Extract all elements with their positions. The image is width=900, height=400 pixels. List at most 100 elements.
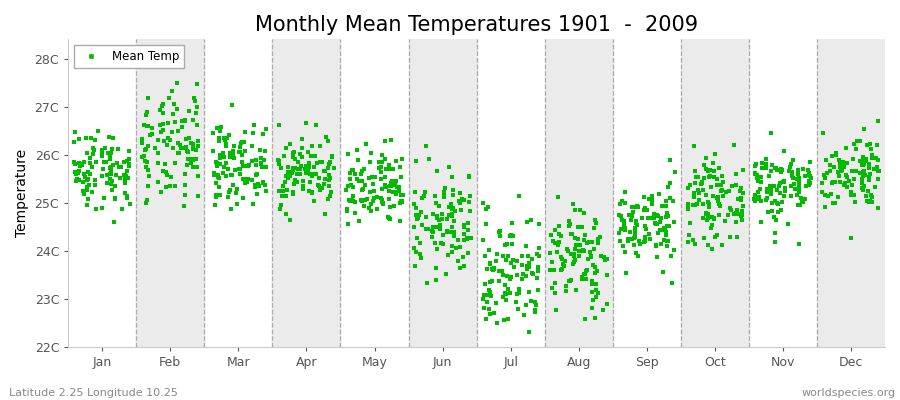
Point	[151, 179, 166, 185]
Point	[279, 193, 293, 199]
Point	[803, 180, 817, 186]
Point	[283, 217, 297, 223]
Point	[156, 100, 170, 107]
Point	[453, 200, 467, 206]
Point	[212, 135, 226, 142]
Point	[532, 244, 546, 251]
Point	[503, 276, 517, 282]
Point	[769, 217, 783, 223]
Point	[855, 185, 869, 192]
Point	[507, 257, 521, 263]
Point	[394, 156, 409, 162]
Point	[113, 175, 128, 182]
Point	[165, 129, 179, 135]
Point	[861, 199, 876, 206]
Point	[658, 225, 672, 232]
Point	[436, 192, 451, 198]
Point	[120, 168, 134, 175]
Point	[445, 224, 459, 230]
Point	[650, 254, 664, 260]
Point	[245, 176, 259, 183]
Point	[637, 239, 652, 245]
Point	[748, 170, 762, 177]
Point	[426, 224, 440, 230]
Point	[748, 192, 762, 198]
Point	[731, 196, 745, 202]
Point	[73, 162, 87, 169]
Point	[687, 194, 701, 201]
Point	[305, 171, 320, 178]
Point	[680, 239, 695, 245]
Point	[383, 204, 398, 210]
Point	[352, 218, 366, 224]
Point	[170, 128, 184, 134]
Point	[789, 176, 804, 182]
Point	[67, 159, 81, 165]
Point	[286, 149, 301, 155]
Point	[432, 222, 446, 229]
Point	[791, 202, 806, 208]
Point	[516, 271, 530, 278]
Point	[158, 161, 173, 167]
Point	[76, 179, 90, 185]
Point	[489, 258, 503, 264]
Point	[255, 164, 269, 170]
Point	[648, 243, 662, 249]
Point	[190, 164, 204, 170]
Point	[519, 219, 534, 226]
Point	[86, 145, 100, 152]
Point	[549, 307, 563, 313]
Point	[802, 170, 816, 176]
Point	[327, 165, 341, 171]
Point	[184, 160, 199, 166]
Point	[706, 167, 721, 174]
Point	[577, 270, 591, 277]
Point	[663, 157, 678, 163]
Point	[281, 170, 295, 176]
Point	[577, 237, 591, 243]
Point	[339, 187, 354, 193]
Point	[633, 240, 647, 247]
Point	[802, 182, 816, 188]
Point	[578, 316, 592, 322]
Point	[181, 149, 195, 155]
Point	[707, 215, 722, 222]
Point	[871, 168, 886, 175]
Point	[231, 166, 246, 172]
Point	[302, 164, 316, 170]
Point	[294, 145, 309, 151]
Point	[643, 236, 657, 242]
Point	[80, 149, 94, 156]
Point	[658, 227, 672, 233]
Point	[642, 195, 656, 202]
Point	[94, 153, 109, 159]
Point	[67, 138, 81, 145]
Point	[259, 188, 274, 194]
Point	[429, 214, 444, 221]
Point	[141, 167, 156, 174]
Title: Monthly Mean Temperatures 1901  -  2009: Monthly Mean Temperatures 1901 - 2009	[255, 15, 698, 35]
Point	[212, 160, 226, 167]
Point	[366, 198, 381, 205]
Point	[272, 122, 286, 128]
Point	[276, 153, 291, 160]
Point	[222, 154, 237, 160]
Point	[463, 192, 477, 199]
Point	[599, 256, 614, 262]
Point	[818, 157, 832, 164]
Point	[234, 140, 248, 146]
Point	[792, 189, 806, 196]
Point	[344, 182, 358, 188]
Point	[191, 172, 205, 179]
Point	[409, 205, 423, 211]
Point	[454, 196, 469, 202]
Point	[504, 232, 518, 238]
Point	[847, 199, 861, 205]
Point	[170, 106, 184, 112]
Point	[697, 175, 711, 182]
Point	[715, 172, 729, 179]
Point	[864, 198, 878, 205]
Point	[502, 232, 517, 239]
Point	[763, 186, 778, 192]
Point	[479, 316, 493, 322]
